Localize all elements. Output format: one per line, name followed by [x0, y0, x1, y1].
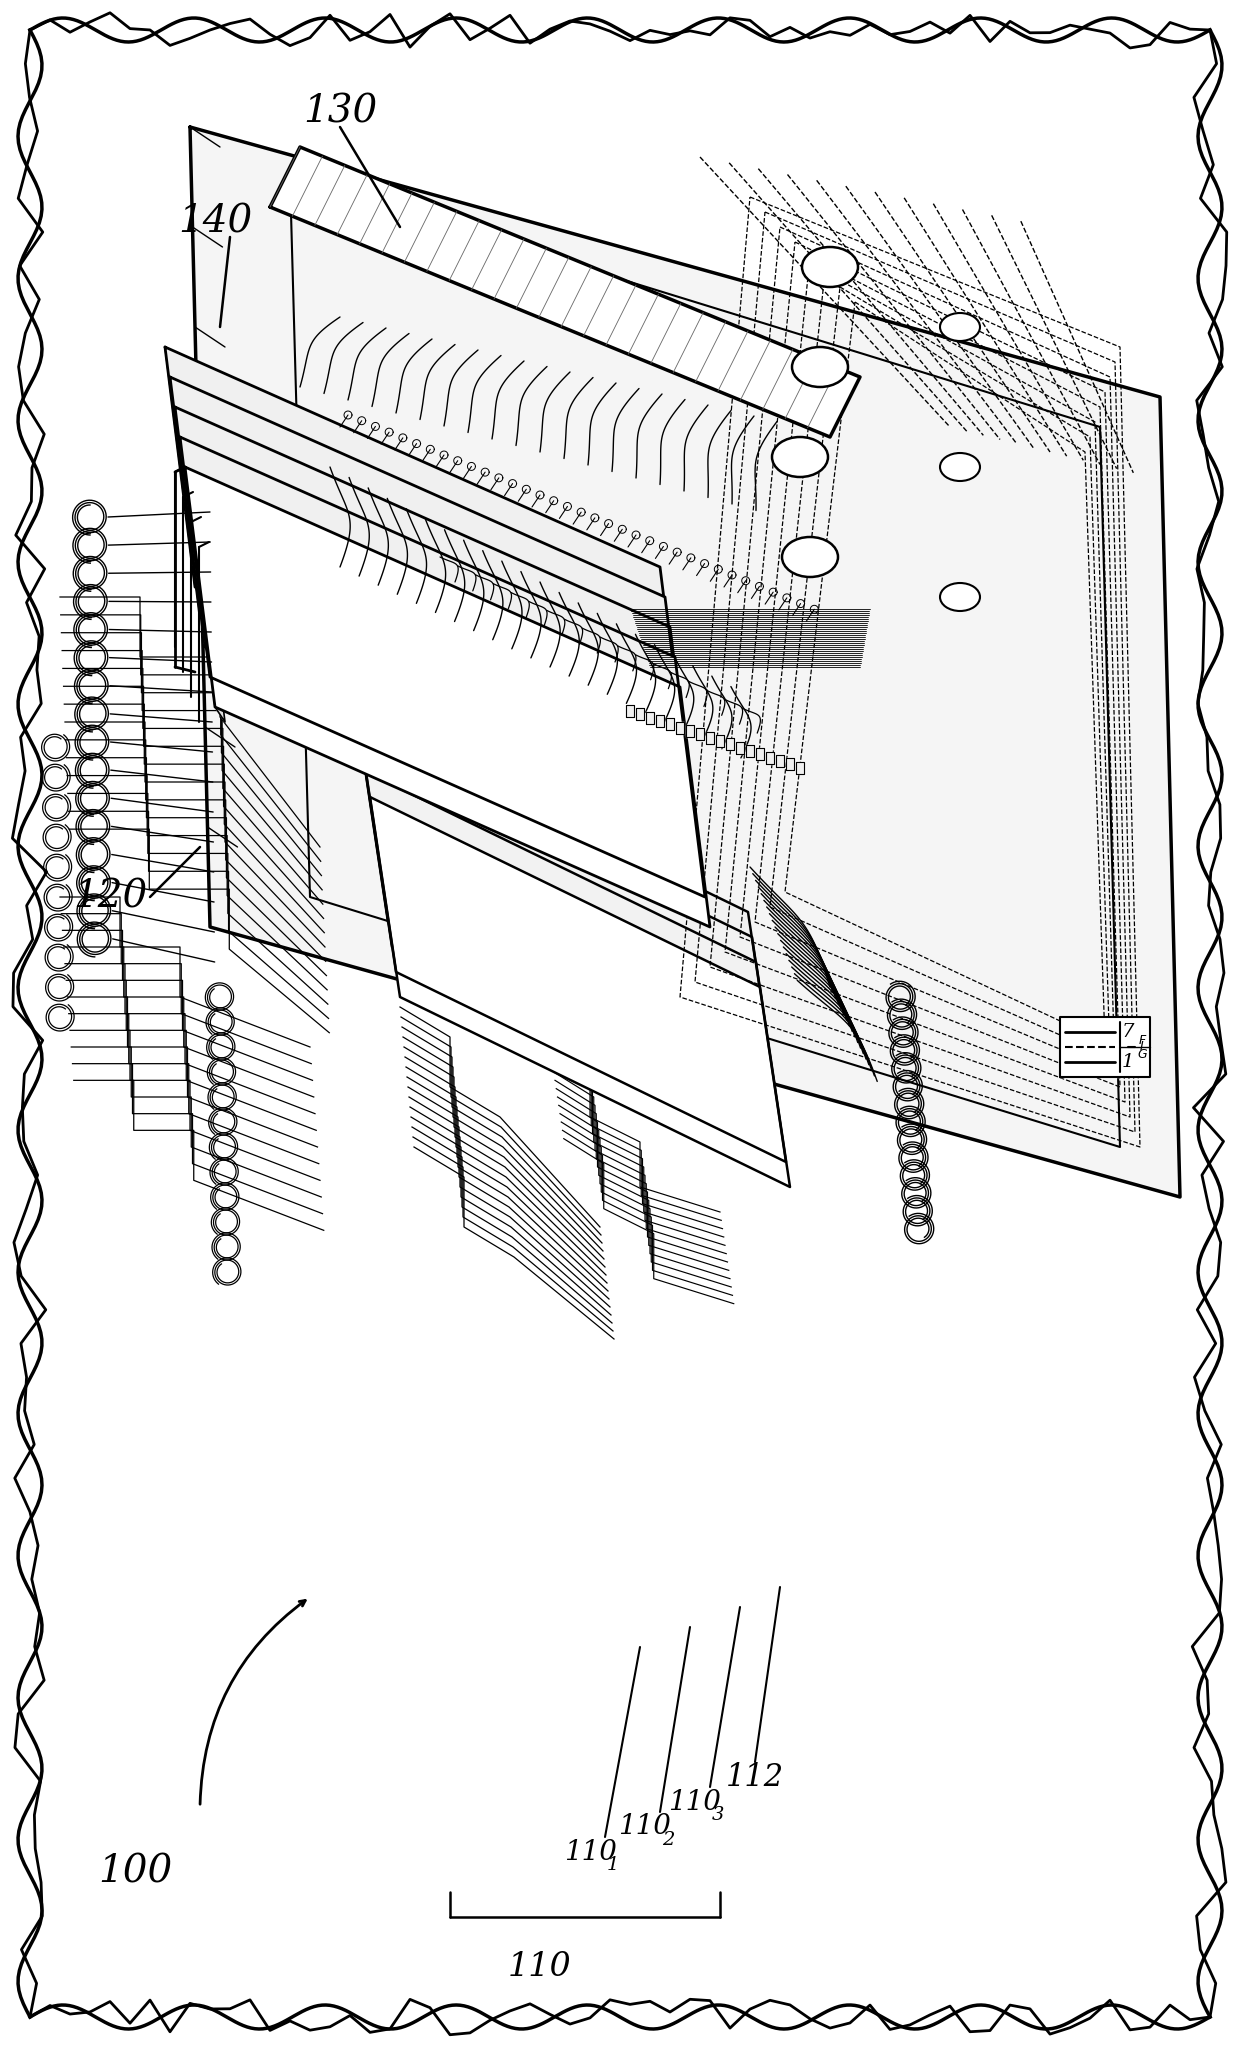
Text: 2: 2 — [662, 1830, 675, 1848]
Polygon shape — [725, 739, 734, 751]
Text: 7: 7 — [1122, 1024, 1135, 1042]
Text: 112: 112 — [725, 1762, 784, 1793]
Polygon shape — [696, 729, 704, 741]
Text: 100: 100 — [98, 1853, 172, 1891]
Polygon shape — [786, 757, 794, 770]
Text: I: I — [1140, 1040, 1143, 1054]
Polygon shape — [676, 723, 684, 733]
Polygon shape — [366, 772, 786, 1163]
Polygon shape — [175, 407, 215, 661]
Ellipse shape — [802, 248, 858, 287]
Text: 1: 1 — [606, 1857, 619, 1873]
Polygon shape — [180, 436, 706, 897]
Polygon shape — [636, 708, 644, 721]
Polygon shape — [626, 704, 634, 716]
Ellipse shape — [773, 436, 828, 477]
Polygon shape — [362, 747, 782, 1136]
Polygon shape — [185, 467, 711, 927]
Text: F: F — [1138, 1034, 1146, 1046]
Polygon shape — [170, 377, 210, 633]
Polygon shape — [370, 796, 790, 1187]
Polygon shape — [756, 749, 764, 759]
Ellipse shape — [940, 583, 980, 610]
Polygon shape — [646, 712, 653, 725]
Polygon shape — [737, 741, 744, 753]
Polygon shape — [358, 723, 777, 1112]
Polygon shape — [190, 127, 1180, 1197]
Text: 3: 3 — [712, 1805, 724, 1824]
Polygon shape — [706, 731, 714, 743]
Polygon shape — [666, 718, 675, 731]
Polygon shape — [165, 348, 689, 807]
Text: 110: 110 — [668, 1789, 722, 1816]
Polygon shape — [746, 745, 754, 757]
Polygon shape — [766, 751, 774, 764]
Ellipse shape — [782, 536, 838, 577]
Polygon shape — [776, 755, 784, 768]
Polygon shape — [185, 467, 224, 723]
Polygon shape — [686, 725, 694, 737]
Text: 130: 130 — [303, 94, 377, 131]
Polygon shape — [180, 436, 219, 692]
Polygon shape — [715, 735, 724, 747]
Text: 110: 110 — [508, 1951, 572, 1984]
Text: 140: 140 — [177, 203, 252, 239]
Polygon shape — [796, 761, 804, 774]
Ellipse shape — [940, 313, 980, 342]
Polygon shape — [270, 147, 861, 436]
Polygon shape — [656, 714, 663, 727]
Polygon shape — [165, 348, 205, 602]
Polygon shape — [170, 377, 694, 837]
Text: G: G — [1137, 1048, 1147, 1060]
Text: 120: 120 — [73, 878, 148, 915]
Polygon shape — [1060, 1017, 1149, 1077]
Polygon shape — [175, 407, 701, 868]
Text: 1: 1 — [1122, 1052, 1135, 1071]
Ellipse shape — [792, 348, 848, 387]
Polygon shape — [12, 12, 1226, 2035]
Ellipse shape — [940, 452, 980, 481]
Text: 110: 110 — [619, 1814, 671, 1840]
Text: 110: 110 — [563, 1838, 616, 1865]
